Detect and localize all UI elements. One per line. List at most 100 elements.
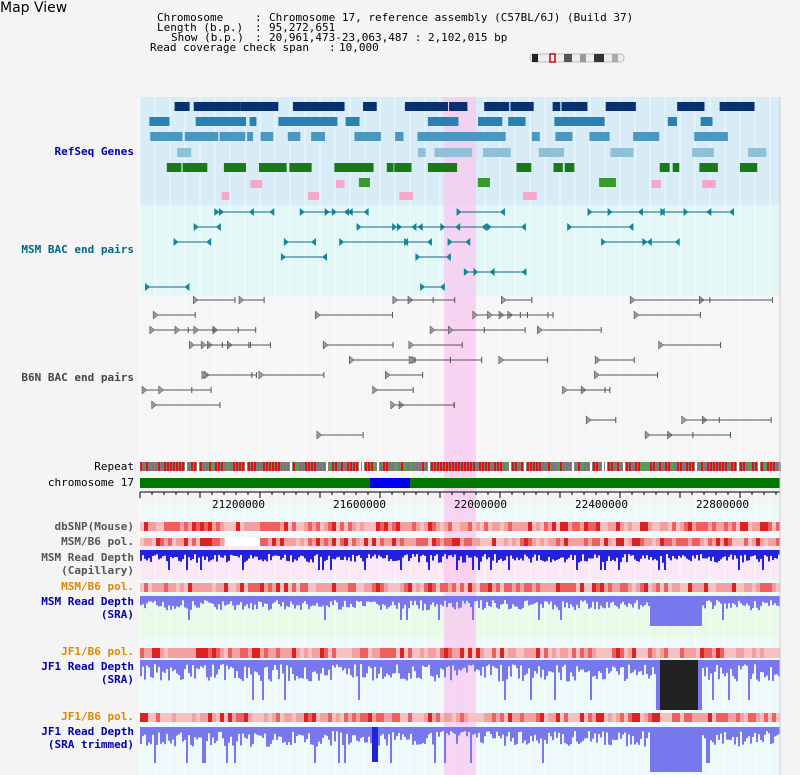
msm-pol-2-heat-cell <box>640 583 644 592</box>
dbsnp-heat-cell <box>284 522 288 531</box>
jf1-trimmed-depth-bar <box>728 727 730 740</box>
jf1-sra-depth-bar <box>142 660 144 667</box>
jf1-b6-pol-2-label[interactable]: JF1/B6 pol. <box>61 710 134 723</box>
repeat-segment <box>287 462 289 471</box>
msm-sra-depth-bar <box>522 596 524 608</box>
msm-sra-depth-bar <box>192 596 194 602</box>
jf1-pol-heat-cell <box>548 648 552 658</box>
msm-sra-depth-bar <box>424 596 426 604</box>
refseq-genes-label[interactable]: RefSeq Genes <box>54 145 134 158</box>
msm-pol-heat-cell <box>408 538 412 546</box>
jf1-pol-heat-cell <box>752 648 756 658</box>
jf1-sra-depth-bar <box>228 660 230 670</box>
b6n-bac-label[interactable]: B6N BAC end pairs <box>21 371 134 384</box>
msm-capillary-depth-bar <box>748 550 750 561</box>
jf1-trimmed-depth-bar <box>696 727 698 772</box>
msm-capillary-depth-bar <box>158 550 160 560</box>
dbsnp-heat-cell <box>692 522 696 531</box>
refseq-gene <box>354 132 381 141</box>
msm-sra-depth-bar <box>490 596 492 607</box>
jf1-trimmed-depth-bar <box>750 727 752 744</box>
jf1-sra-depth-bar <box>616 660 618 672</box>
msm-sra-depth-bar <box>198 596 200 608</box>
jf1-trimmed-depth-bar <box>572 727 574 738</box>
jf1-read-depth-sra-label[interactable]: JF1 Read Depth <box>41 660 134 673</box>
jf1-read-depth-trimmed-label[interactable]: JF1 Read Depth <box>41 725 134 738</box>
repeat-segment <box>488 462 490 471</box>
chromosome-ideogram[interactable] <box>528 52 628 64</box>
dbsnp-heat-cell <box>588 522 592 531</box>
dbsnp-heat-cell <box>348 522 352 531</box>
msm-b6-pol-2-label[interactable]: MSM/B6 pol. <box>61 580 134 593</box>
msm-pol-2-heat-cell <box>472 583 476 592</box>
jf1-pol-heat-cell <box>208 648 212 658</box>
jf1-trimmed-depth-bar <box>324 727 326 735</box>
jf1-pol-heat-cell <box>760 648 764 658</box>
msm-pol-heat-cell <box>360 538 364 546</box>
jf1-sra-depth-bar <box>404 660 406 680</box>
jf1-trimmed-depth-bar <box>664 727 666 772</box>
jf1-pol-2-heat-cell <box>716 713 720 722</box>
jf1-trimmed-depth-bar <box>444 727 446 763</box>
msm-pol-heat-cell <box>148 538 152 546</box>
msm-read-depth-capillary-label[interactable]: MSM Read Depth <box>41 551 134 564</box>
repeat-segment <box>221 462 223 471</box>
jf1-trimmed-depth-bar <box>776 727 778 736</box>
msm-capillary-depth-bar <box>300 550 302 556</box>
jf1-sra-depth-bar <box>390 660 392 678</box>
jf1-trimmed-depth-bar <box>666 727 668 772</box>
refseq-gene <box>610 148 634 157</box>
b6n-bac-end <box>594 355 601 365</box>
msm-capillary-depth-bar <box>496 550 498 563</box>
msm-sra-depth-bar <box>722 596 724 620</box>
jf1-sra-depth-bar <box>522 660 524 681</box>
msm-read-depth-sra-label[interactable]: MSM Read Depth <box>41 595 134 608</box>
msm-bac-label[interactable]: MSM BAC end pairs <box>21 243 134 256</box>
dbsnp-heat-cell <box>220 522 224 531</box>
msm-capillary-depth-bar <box>712 550 714 557</box>
jf1-pol-heat-cell <box>188 648 192 658</box>
msm-capillary-depth-bar <box>234 550 236 556</box>
jf1-pol-heat-cell <box>732 648 736 658</box>
repeat-segment <box>422 462 424 471</box>
jf1-sra-depth-bar <box>382 660 384 679</box>
jf1-sra-depth-bar <box>384 660 386 677</box>
refseq-gene <box>434 148 463 157</box>
jf1-sra-depth-bar <box>486 660 488 667</box>
msm-sra-depth-bar <box>656 596 658 626</box>
jf1-trimmed-depth-bar <box>610 727 612 746</box>
jf1-sra-depth-bar <box>410 660 412 679</box>
refseq-gene <box>222 117 247 126</box>
msm-capillary-depth-bar <box>762 550 764 570</box>
dbsnp-heat-cell <box>548 522 552 531</box>
jf1-trimmed-depth-bar <box>604 727 606 745</box>
msm-pol-2-heat-cell <box>736 583 740 592</box>
msm-capillary-depth-bar <box>510 550 512 556</box>
msm-pol-2-heat-cell <box>712 583 716 592</box>
jf1-sra-depth-bar <box>722 660 724 674</box>
dbsnp-heat-cell <box>264 522 268 531</box>
dbsnp-heat-cell <box>476 522 480 531</box>
msm-capillary-depth-bar <box>376 550 378 559</box>
msm-capillary-depth-bar <box>480 550 482 562</box>
jf1-b6-pol-label[interactable]: JF1/B6 pol. <box>61 645 134 658</box>
msm-capillary-depth-bar <box>728 550 730 557</box>
msm-pol-heat-cell <box>628 538 632 546</box>
msm-pol-heat-cell <box>588 538 592 546</box>
msm-capillary-depth-bar <box>374 550 376 555</box>
refseq-gene <box>429 132 457 141</box>
msm-b6-pol-label[interactable]: MSM/B6 pol. <box>61 535 134 548</box>
msm-pol-heat-cell <box>220 538 224 546</box>
jf1-pol-heat-cell <box>144 648 148 658</box>
msm-capillary-depth-bar <box>754 550 756 556</box>
msm-capillary-depth-bar <box>746 550 748 561</box>
msm-pol-2-heat-cell <box>560 583 564 592</box>
jf1-sra-depth-bar <box>236 660 238 672</box>
jf1-sra-depth-bar <box>560 660 562 681</box>
repeat-segment <box>392 462 394 471</box>
jf1-pol-2-heat-cell <box>352 713 356 722</box>
msm-pol-heat-cell <box>688 538 692 546</box>
dbsnp-label[interactable]: dbSNP(Mouse) <box>54 520 134 533</box>
msm-pol-heat-cell <box>612 538 616 546</box>
